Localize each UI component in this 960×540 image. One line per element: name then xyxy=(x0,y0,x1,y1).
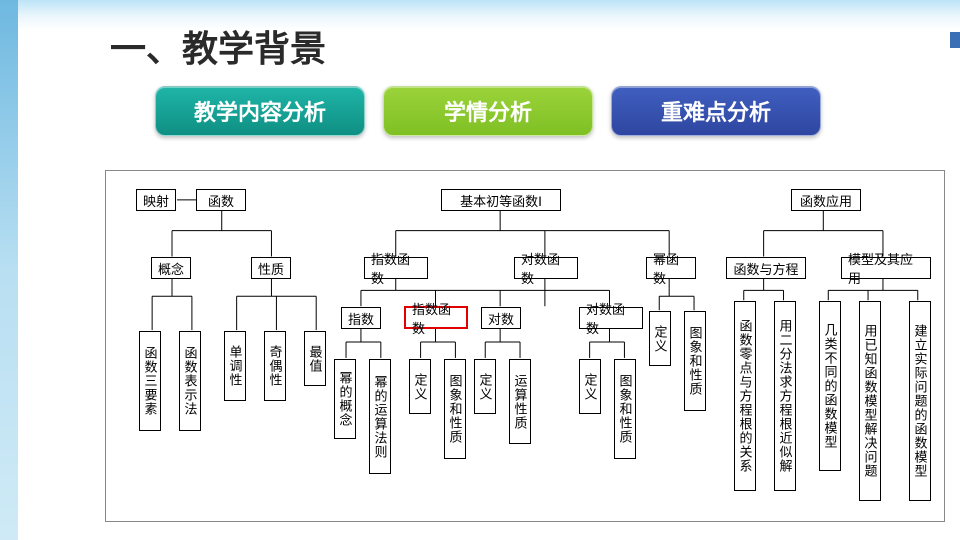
node-zhishu-hanshu: 指数函数 xyxy=(364,257,428,279)
leaf-biaoshi: 函数表示法 xyxy=(179,331,201,431)
node-duishu-hanshu-2: 对数函数 xyxy=(579,307,643,329)
leaf-mi-dingyi: 定义 xyxy=(649,311,671,366)
leaf-dingyi3: 定义 xyxy=(579,359,601,414)
node-jiben: 基本初等函数Ⅰ xyxy=(441,189,561,211)
node-hanshu-fangcheng: 函数与方程 xyxy=(726,257,806,279)
node-yingshe: 映射 xyxy=(136,189,176,211)
node-moxing-yingyong: 模型及其应用 xyxy=(841,257,931,279)
leaf-tuxiang2: 图象和性质 xyxy=(614,359,636,459)
leaf-jilei: 几类不同的函数模型 xyxy=(819,301,841,471)
leaf-dingyi1: 定义 xyxy=(409,359,431,414)
node-yingyong: 函数应用 xyxy=(791,189,861,211)
tab-student-analysis[interactable]: 学情分析 xyxy=(383,86,593,136)
leaf-yizhi: 用已知函数模型解决问题 xyxy=(859,301,881,501)
node-zhishu: 指数 xyxy=(341,307,381,329)
leaf-qiouxing: 奇偶性 xyxy=(264,331,286,401)
leaf-tuxiang1: 图象和性质 xyxy=(444,359,466,459)
node-duishu: 对数 xyxy=(481,307,521,329)
concept-tree-diagram: 映射 函数 基本初等函数Ⅰ 函数应用 概念 性质 指数函数 对数函数 幂函数 函… xyxy=(105,170,945,522)
leaf-dingyi2: 定义 xyxy=(474,359,496,414)
leaf-mi-faze: 幂的运算法则 xyxy=(369,359,391,474)
leaf-sanyaosu: 函数三要素 xyxy=(139,331,161,431)
node-xingzhi: 性质 xyxy=(251,257,291,279)
node-hanshu: 函数 xyxy=(196,189,246,211)
leaf-jianli: 建立实际问题的函数模型 xyxy=(909,301,931,501)
leaf-danzhaoxing: 单调性 xyxy=(224,331,246,401)
page-title: 一、教学背景 xyxy=(110,20,326,72)
leaf-lingdian: 函数零点与方程根的关系 xyxy=(734,301,756,491)
left-bar xyxy=(0,0,18,540)
node-zhishu-hanshu-2: 指数函数 xyxy=(404,306,468,329)
leaf-mi-tuxiang: 图象和性质 xyxy=(684,311,706,411)
leaf-erfen: 用二分法求方程根近似解 xyxy=(774,301,796,491)
leaf-mi-gainian: 幂的概念 xyxy=(334,359,356,439)
tab-keypoint-analysis[interactable]: 重难点分析 xyxy=(611,86,821,136)
node-mi-hanshu: 幂函数 xyxy=(646,257,696,279)
tab-content-analysis[interactable]: 教学内容分析 xyxy=(155,86,365,136)
node-duishu-hanshu: 对数函数 xyxy=(514,257,578,279)
node-gainian: 概念 xyxy=(151,257,191,279)
leaf-yunsuan1: 运算性质 xyxy=(509,359,531,444)
leaf-zuizhi: 最值 xyxy=(304,331,326,386)
tabs: 教学内容分析 学情分析 重难点分析 xyxy=(155,86,821,136)
